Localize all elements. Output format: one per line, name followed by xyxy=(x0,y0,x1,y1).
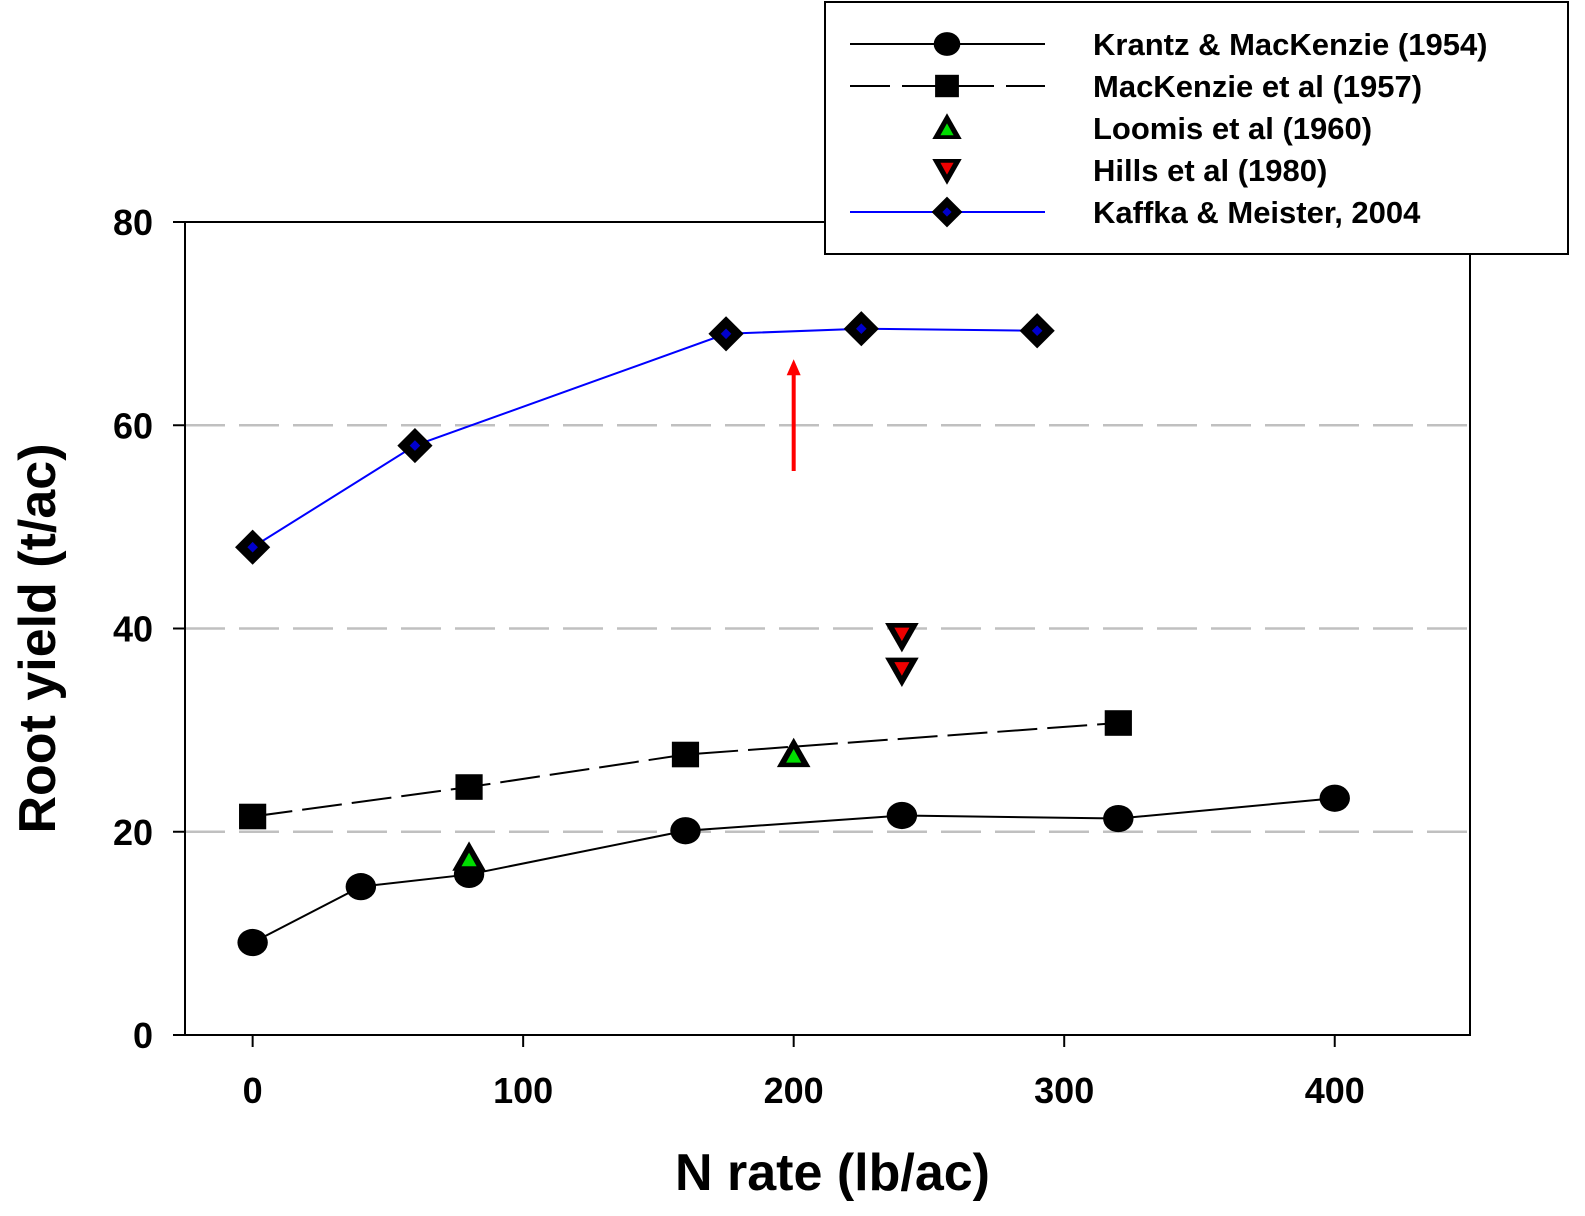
series-1 xyxy=(239,710,1132,830)
point-4-0 xyxy=(235,529,271,565)
series-2 xyxy=(452,737,811,871)
marker-fill xyxy=(894,627,910,642)
point-1-3 xyxy=(1104,710,1132,736)
marker-fill xyxy=(461,852,477,867)
series-line-0 xyxy=(252,797,1335,944)
marker-fill xyxy=(247,541,258,553)
annotation-layer xyxy=(786,359,801,471)
y-tick-label-60: 60 xyxy=(113,405,153,446)
point-0-5 xyxy=(1103,804,1134,833)
point-2-0 xyxy=(452,841,486,871)
marker-fill xyxy=(940,162,954,175)
y-axis-title: Root yield (t/ac) xyxy=(9,443,67,833)
x-axis-title: N rate (lb/ac) xyxy=(675,1144,990,1202)
point-4-2 xyxy=(708,316,744,352)
marker-shape xyxy=(670,817,701,845)
point-3-1 xyxy=(885,657,919,687)
point-0-1 xyxy=(345,873,377,901)
marker-shape xyxy=(935,74,959,98)
legend-label: Hills et al (1980) xyxy=(1093,153,1327,188)
point-2-1 xyxy=(776,737,811,768)
marker-fill xyxy=(1031,325,1043,337)
point-1-1 xyxy=(455,774,483,800)
arrow-annotation-0 xyxy=(786,359,801,471)
grid xyxy=(185,424,1470,833)
legend-marker xyxy=(931,196,963,228)
series-line-1 xyxy=(252,722,1119,818)
point-3-0 xyxy=(885,623,919,653)
legend-item-4: Kaffka & Meister, 2004 xyxy=(850,195,1421,230)
marker-shape xyxy=(933,32,961,56)
marker-shape xyxy=(237,928,268,957)
legend-item-0: Krantz & MacKenzie (1954) xyxy=(850,27,1488,62)
axes: 0 20 40 60 80 0 100 200 300 400 xyxy=(113,202,1365,1111)
legend-item-2: Loomis et al (1960) xyxy=(932,111,1372,146)
x-tick-label-100: 100 xyxy=(493,1070,553,1111)
y-tick-label-40: 40 xyxy=(113,609,153,650)
point-4-1 xyxy=(397,427,433,464)
legend-item-3: Hills et al (1980) xyxy=(932,153,1327,188)
series-4 xyxy=(235,311,1055,565)
marker-fill xyxy=(894,662,910,676)
marker-fill xyxy=(720,328,732,340)
series-3 xyxy=(885,623,919,687)
marker-shape xyxy=(1104,710,1132,736)
arrow-head xyxy=(786,359,801,376)
point-1-2 xyxy=(671,741,700,768)
point-0-3 xyxy=(670,817,701,845)
point-1-0 xyxy=(239,803,267,830)
series-layer xyxy=(235,311,1350,957)
point-4-4 xyxy=(1019,313,1055,349)
marker-fill xyxy=(942,207,952,217)
series-0 xyxy=(237,784,1350,957)
marker-fill xyxy=(856,323,867,334)
legend-marker xyxy=(932,158,962,185)
marker-shape xyxy=(345,873,377,901)
marker-shape xyxy=(1103,804,1134,833)
legend-label: Kaffka & Meister, 2004 xyxy=(1093,195,1421,230)
series-line-4 xyxy=(252,327,1038,549)
marker-fill xyxy=(786,748,802,763)
legend-label: Krantz & MacKenzie (1954) xyxy=(1093,27,1488,62)
point-4-3 xyxy=(843,311,879,347)
marker-fill xyxy=(409,440,421,451)
marker-shape xyxy=(239,803,267,830)
y-tick-label-80: 80 xyxy=(113,202,153,243)
x-tick-label-300: 300 xyxy=(1034,1070,1094,1111)
marker-fill xyxy=(940,123,954,136)
marker-shape xyxy=(886,801,918,830)
legend-marker xyxy=(932,113,962,140)
legend-marker xyxy=(935,74,959,98)
legend-item-1: MacKenzie et al (1957) xyxy=(850,69,1422,104)
legend-label: Loomis et al (1960) xyxy=(1093,111,1372,146)
x-tick-label-400: 400 xyxy=(1305,1070,1365,1111)
legend-label: MacKenzie et al (1957) xyxy=(1093,69,1422,104)
y-tick-label-0: 0 xyxy=(133,1015,153,1056)
legend-marker xyxy=(933,32,961,56)
marker-shape xyxy=(1319,784,1350,812)
legend: Krantz & MacKenzie (1954) MacKenzie et al… xyxy=(824,1,1569,255)
point-0-0 xyxy=(237,928,268,957)
point-0-4 xyxy=(886,801,918,830)
marker-shape xyxy=(671,741,700,768)
x-tick-label-0: 0 xyxy=(243,1070,263,1111)
x-tick-label-200: 200 xyxy=(764,1070,824,1111)
y-tick-label-20: 20 xyxy=(113,812,153,853)
marker-shape xyxy=(455,774,483,800)
point-0-6 xyxy=(1319,784,1350,812)
